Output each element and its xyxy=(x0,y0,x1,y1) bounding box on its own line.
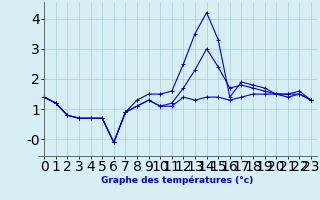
X-axis label: Graphe des températures (°c): Graphe des températures (°c) xyxy=(101,176,254,185)
